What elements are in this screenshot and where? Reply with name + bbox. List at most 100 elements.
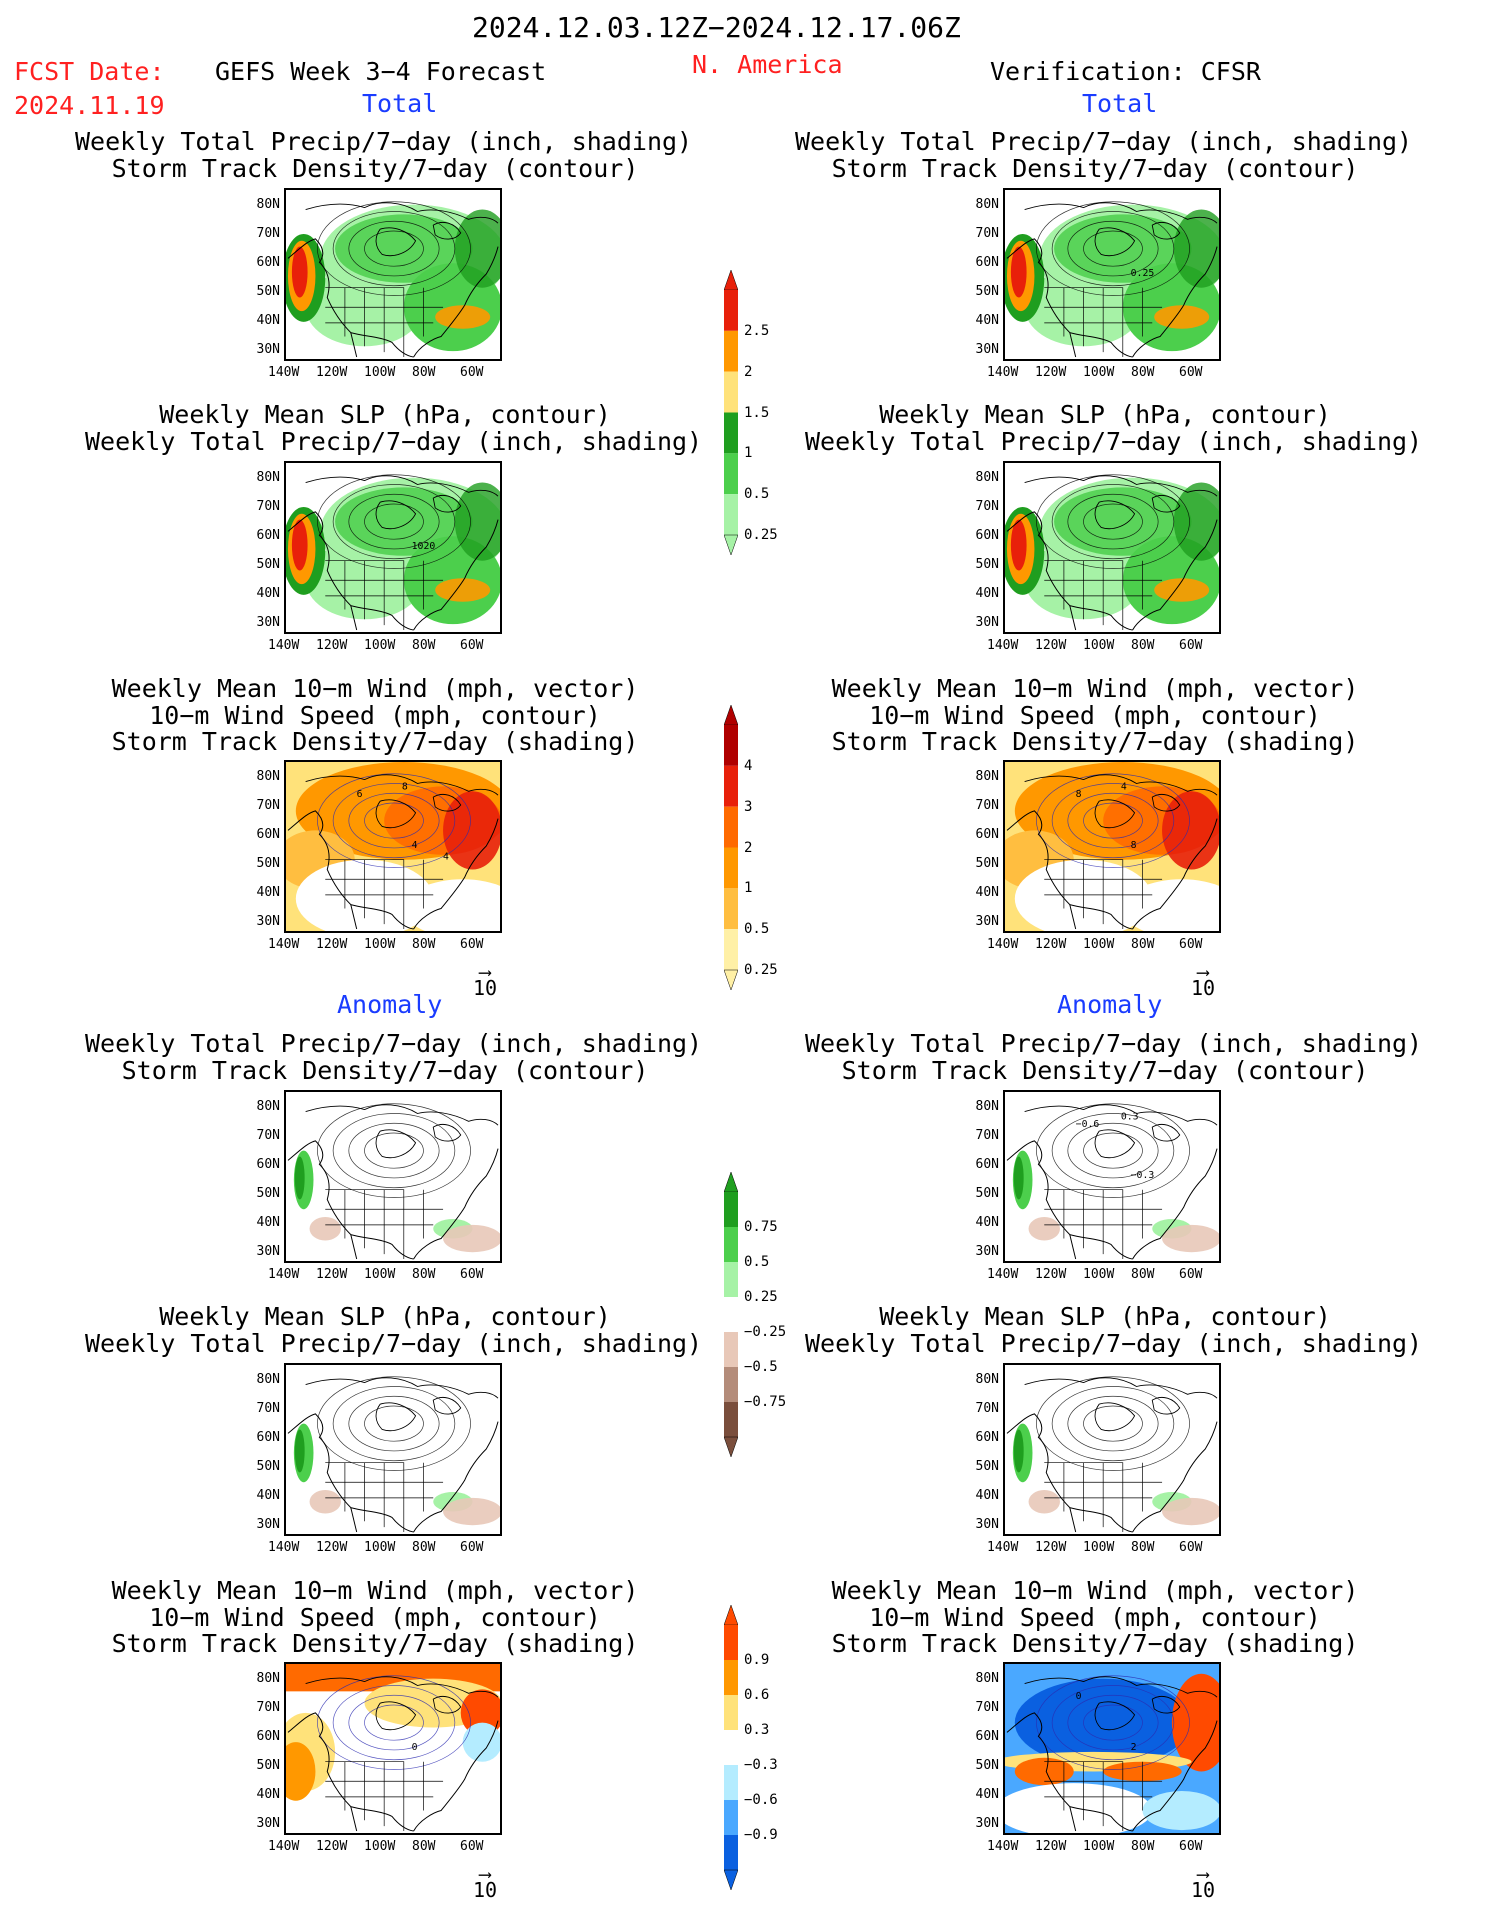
colorbar-tick-label: −0.25	[744, 1324, 787, 1340]
lon-tick-label: 120W	[1035, 638, 1067, 653]
model-title: GEFS Week 3−4 Forecast	[215, 57, 547, 86]
lat-tick-label: 60N	[256, 1430, 280, 1445]
colorbar-tick-label: 3	[744, 798, 753, 815]
contour-label: −0.6	[1076, 1119, 1100, 1130]
lon-tick-label: 140W	[987, 1540, 1019, 1555]
colorbar-tick-label: 0.25	[744, 527, 778, 543]
colorbar-svg	[723, 704, 739, 991]
colorbar-tick-label: −0.3	[744, 1757, 778, 1773]
lon-tick-label: 140W	[987, 365, 1019, 380]
lat-tick-label: 40N	[256, 1215, 280, 1230]
lon-tick-label: 100W	[364, 365, 396, 380]
title-p5-line3: Storm Track Density/7−day (shading)	[111, 727, 639, 756]
verification-title: Verification: CFSR	[990, 57, 1261, 86]
lat-tick-label: 80N	[975, 197, 999, 212]
vector-ref-left-1: ⟶ 10	[465, 962, 505, 1000]
map-anom-precip-forecast	[284, 1090, 502, 1263]
title-p9-line2: Weekly Total Precip/7−day (inch, shading…	[85, 1329, 703, 1358]
title-p7-line1: Weekly Total Precip/7−day (inch, shading…	[85, 1029, 703, 1058]
colorbar-precip-anom	[723, 1171, 739, 1458]
lon-tick-label: 60W	[1179, 1540, 1203, 1555]
title-p11-line1: Weekly Mean 10−m Wind (mph, vector)	[111, 1576, 639, 1605]
title-p3-line2: Weekly Total Precip/7−day (inch, shading…	[85, 427, 703, 456]
contour-label: 0	[1076, 1691, 1082, 1702]
lon-tick-label: 140W	[268, 1540, 300, 1555]
lat-tick-label: 50N	[256, 557, 280, 572]
lat-tick-label: 80N	[975, 769, 999, 784]
lon-tick-label: 140W	[987, 937, 1019, 952]
section-anomaly-left: Anomaly	[337, 990, 443, 1019]
vector-ref-right-2: ⟶ 10	[1183, 1866, 1223, 1901]
arrow-right-icon: ⟶	[479, 1864, 491, 1885]
lat-tick-label: 60N	[975, 1157, 999, 1172]
lon-tick-label: 80W	[412, 1540, 436, 1555]
colorbar-tick-label: 0.5	[744, 1254, 770, 1270]
lat-tick-label: 60N	[256, 528, 280, 543]
title-p9-line1: Weekly Mean SLP (hPa, contour)	[159, 1302, 611, 1331]
lat-tick-label: 60N	[256, 1157, 280, 1172]
lat-tick-label: 30N	[256, 1517, 280, 1532]
lat-tick-label: 80N	[256, 470, 280, 485]
lon-tick-label: 80W	[412, 638, 436, 653]
colorbar-tick-label: 2.5	[744, 322, 770, 339]
contour-label: 8	[1131, 840, 1137, 851]
lat-tick-label: 80N	[256, 1671, 280, 1686]
lon-tick-label: 140W	[268, 1839, 300, 1854]
lat-tick-label: 70N	[975, 1700, 999, 1715]
lon-tick-label: 140W	[268, 638, 300, 653]
lat-tick-label: 50N	[256, 284, 280, 299]
lat-tick-label: 80N	[975, 470, 999, 485]
lat-tick-label: 50N	[975, 1758, 999, 1773]
lon-tick-label: 100W	[364, 638, 396, 653]
map-total-wind-verification: 8 8 4	[1003, 760, 1221, 933]
lon-tick-label: 140W	[268, 937, 300, 952]
lon-tick-label: 140W	[268, 365, 300, 380]
contour-label: 8	[1076, 789, 1082, 800]
lon-tick-label: 100W	[1083, 365, 1115, 380]
contour-label: 4	[412, 840, 418, 851]
lat-tick-label: 30N	[975, 342, 999, 357]
lat-tick-label: 60N	[975, 1729, 999, 1744]
section-total-right: Total	[1082, 89, 1158, 118]
contour-label: −0.3	[1131, 1170, 1155, 1181]
lat-tick-label: 50N	[975, 1459, 999, 1474]
title-p12-line1: Weekly Mean 10−m Wind (mph, vector)	[831, 1576, 1359, 1605]
map-total-slp-forecast: 1020	[284, 461, 502, 634]
lat-tick-label: 60N	[975, 255, 999, 270]
lon-tick-label: 80W	[412, 1267, 436, 1282]
lat-tick-label: 70N	[975, 499, 999, 514]
lat-tick-label: 80N	[256, 197, 280, 212]
lon-tick-label: 120W	[316, 1267, 348, 1282]
lat-tick-label: 70N	[975, 226, 999, 241]
lon-tick-label: 100W	[1083, 937, 1115, 952]
lon-tick-label: 120W	[1035, 1540, 1067, 1555]
lon-tick-label: 120W	[1035, 365, 1067, 380]
lon-tick-label: 100W	[364, 1839, 396, 1854]
arrow-right-icon: ⟶	[479, 962, 491, 983]
map-total-wind-forecast: 4 6 8 4	[284, 760, 502, 933]
lat-tick-label: 30N	[256, 1244, 280, 1259]
map-anom-wind-forecast: 0	[284, 1662, 502, 1835]
lon-tick-label: 120W	[1035, 937, 1067, 952]
lon-tick-label: 80W	[412, 1839, 436, 1854]
lat-tick-label: 30N	[256, 342, 280, 357]
lat-tick-label: 50N	[975, 284, 999, 299]
lon-tick-label: 80W	[1131, 1267, 1155, 1282]
colorbar-svg	[723, 1604, 739, 1891]
title-p6-line2: 10−m Wind Speed (mph, contour)	[869, 701, 1321, 730]
lat-tick-label: 40N	[975, 1488, 999, 1503]
lat-tick-label: 60N	[256, 255, 280, 270]
lat-tick-label: 50N	[975, 1186, 999, 1201]
lat-tick-label: 70N	[256, 1401, 280, 1416]
lon-tick-label: 120W	[316, 937, 348, 952]
colorbar-tick-label: 0.9	[744, 1652, 770, 1668]
vector-ref-value: 10	[472, 976, 498, 1000]
title-p1-line2: Storm Track Density/7−day (contour)	[111, 154, 639, 183]
colorbar-tick-label: 0.5	[744, 486, 770, 503]
colorbar-tick-label: 4	[744, 757, 753, 774]
colorbar-precip-total	[723, 269, 739, 556]
lon-tick-label: 80W	[1131, 638, 1155, 653]
lat-tick-label: 70N	[975, 1401, 999, 1416]
lon-tick-label: 140W	[987, 1839, 1019, 1854]
colorbar-tick-label: 2	[744, 363, 753, 380]
